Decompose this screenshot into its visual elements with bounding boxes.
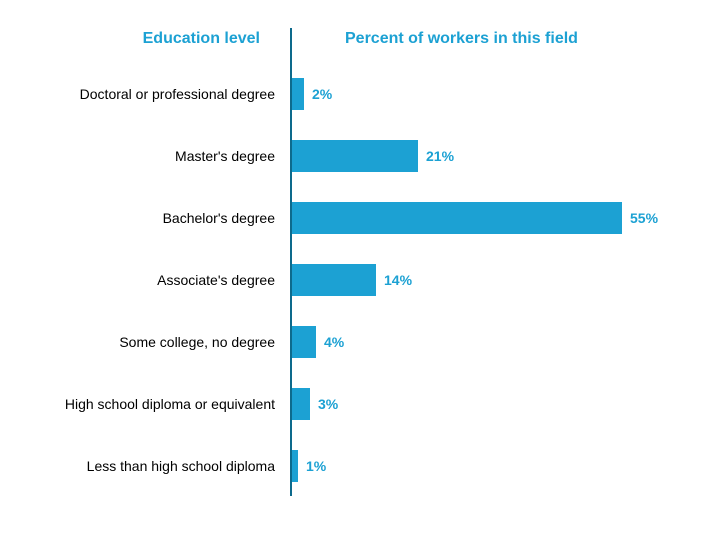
bar-cell: 1%: [285, 450, 695, 482]
bar-cell: 4%: [285, 326, 695, 358]
value-label: 1%: [298, 458, 326, 474]
value-label: 3%: [310, 396, 338, 412]
bar: [292, 78, 304, 110]
bar-cell: 14%: [285, 264, 695, 296]
bar: [292, 388, 310, 420]
bar: [292, 264, 376, 296]
category-label: Master's degree: [35, 148, 285, 164]
bar-cell: 3%: [285, 388, 695, 420]
right-header: Percent of workers in this field: [285, 30, 578, 48]
table-row: Master's degree 21%: [35, 140, 695, 172]
bar-cell: 21%: [285, 140, 695, 172]
table-row: High school diploma or equivalent 3%: [35, 388, 695, 420]
table-row: Some college, no degree 4%: [35, 326, 695, 358]
chart-rows: Doctoral or professional degree 2% Master'…: [35, 78, 695, 482]
table-row: Less than high school diploma 1%: [35, 450, 695, 482]
value-label: 21%: [418, 148, 454, 164]
value-label: 4%: [316, 334, 344, 350]
bar-cell: 55%: [285, 202, 695, 234]
left-header: Education level: [35, 30, 285, 48]
category-label: Bachelor's degree: [35, 210, 285, 226]
category-label: Associate's degree: [35, 272, 285, 288]
category-label: High school diploma or equivalent: [35, 396, 285, 412]
value-label: 14%: [376, 272, 412, 288]
table-row: Associate's degree 14%: [35, 264, 695, 296]
bar: [292, 140, 418, 172]
value-label: 55%: [622, 210, 658, 226]
bar: [292, 326, 316, 358]
category-label: Some college, no degree: [35, 334, 285, 350]
table-row: Doctoral or professional degree 2%: [35, 78, 695, 110]
bar-cell: 2%: [285, 78, 695, 110]
education-chart: Education level Percent of workers in th…: [35, 30, 695, 530]
bar: [292, 202, 622, 234]
chart-header-row: Education level Percent of workers in th…: [35, 30, 695, 48]
value-label: 2%: [304, 86, 332, 102]
table-row: Bachelor's degree 55%: [35, 202, 695, 234]
category-label: Doctoral or professional degree: [35, 86, 285, 102]
category-label: Less than high school diploma: [35, 458, 285, 474]
